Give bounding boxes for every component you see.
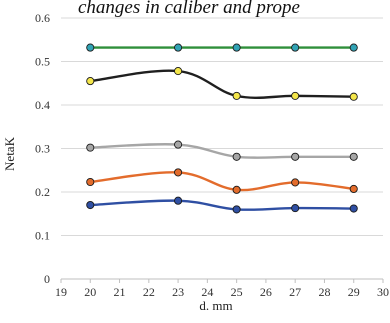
y-tick-label: 0.5 [35, 55, 50, 69]
x-tick-label: 22 [143, 285, 155, 299]
series-1-point-1 [86, 43, 95, 52]
x-tick-label: 25 [231, 285, 243, 299]
x-tick-label: 28 [318, 285, 330, 299]
series-5-point-3 [232, 205, 241, 214]
series-line-5 [89, 199, 355, 211]
x-tick-label: 27 [289, 285, 301, 299]
series-line-2 [89, 69, 355, 99]
header-fragment: changes in caliber and prope [78, 0, 300, 18]
x-axis-title: d. mm [199, 298, 232, 313]
x-tick-label: 21 [114, 285, 126, 299]
series-2-point-1 [86, 77, 95, 86]
y-tick-label: 0.4 [35, 98, 50, 112]
y-tick-label: 0.6 [35, 11, 50, 25]
y-tick-label: 0.1 [35, 229, 50, 243]
series-5-point-2 [174, 196, 183, 205]
series-1-point-4 [291, 43, 300, 52]
series-4-point-1 [86, 177, 95, 187]
series-5-point-4 [291, 204, 300, 213]
x-tick-label: 26 [260, 285, 272, 299]
series-line-4 [89, 171, 355, 192]
series-3-point-3 [232, 152, 241, 161]
series-5-point-1 [86, 200, 95, 210]
series-3-point-5 [349, 152, 358, 161]
x-tick-label: 19 [55, 285, 67, 299]
x-tick-label: 23 [172, 285, 184, 299]
series-1-point-5 [349, 43, 358, 52]
series-1-point-3 [232, 43, 241, 52]
series-layer [86, 43, 358, 214]
x-tick-label: 24 [201, 285, 213, 299]
series-2-point-4 [291, 91, 300, 100]
series-3-point-4 [291, 152, 300, 161]
axis-layer: 0 0.1 0.2 0.3 0.4 0.5 0.6 19 20 21 22 23 24 25 26 27 28 2… [35, 11, 389, 299]
y-axis-title: NetaK [2, 136, 17, 171]
x-tick-label: 20 [84, 285, 96, 299]
y-tick-label: 0 [44, 272, 50, 286]
series-3-point-1 [86, 143, 95, 152]
series-2-point-3 [232, 91, 241, 100]
grid-layer [61, 17, 383, 236]
series-4-point-5 [349, 184, 358, 194]
series-3-point-2 [174, 140, 183, 149]
y-tick-label: 0.3 [35, 142, 50, 156]
series-2-point-5 [349, 92, 358, 101]
series-4-point-2 [174, 168, 183, 177]
x-tick-label: 29 [348, 285, 360, 299]
y-tick-label: 0.2 [35, 185, 50, 199]
series-4-point-3 [232, 185, 241, 194]
series-line-3 [89, 143, 355, 159]
series-5-point-5 [349, 204, 358, 213]
series-2-point-2 [174, 67, 183, 76]
series-1-point-2 [174, 43, 183, 52]
x-tick-label: 30 [377, 285, 389, 299]
series-4-point-4 [291, 178, 300, 187]
